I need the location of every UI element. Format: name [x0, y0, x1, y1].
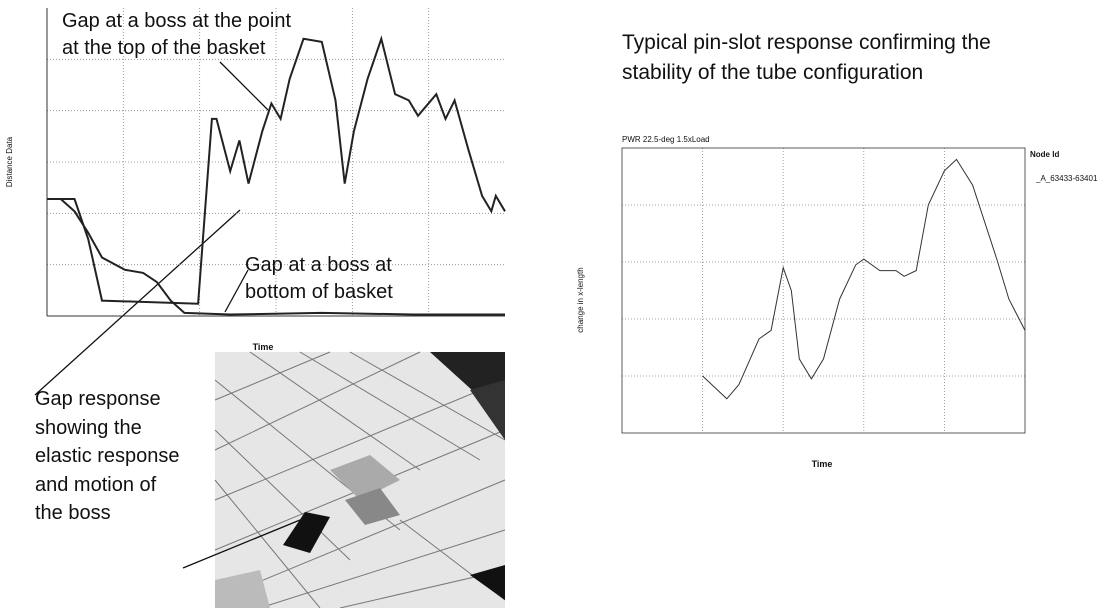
legend-title: Node Id: [1030, 150, 1059, 159]
data-line: [703, 159, 1025, 398]
x-axis-label: Time: [253, 342, 274, 352]
chart-title: PWR 22.5-deg 1.5xLoad: [622, 135, 710, 144]
mesh-image: [215, 352, 505, 608]
legend-entry: _A_63433-63401: [1035, 174, 1098, 183]
page: Distance Data Time change in x-length Time P…: [0, 0, 1113, 608]
y-axis-label: change in x-length: [576, 267, 585, 332]
caption: Gap response showing the elastic respons…: [35, 385, 185, 528]
plot-frame: [622, 148, 1025, 433]
x-axis-label: Time: [812, 459, 833, 469]
annotation: Gap at a boss at bottom of basket: [245, 252, 450, 306]
caption: Typical pin-slot response confirming the…: [622, 28, 1042, 88]
y-axis-label: Distance Data: [5, 136, 14, 187]
annotation: Gap at a boss at the point at the top of…: [62, 8, 307, 62]
